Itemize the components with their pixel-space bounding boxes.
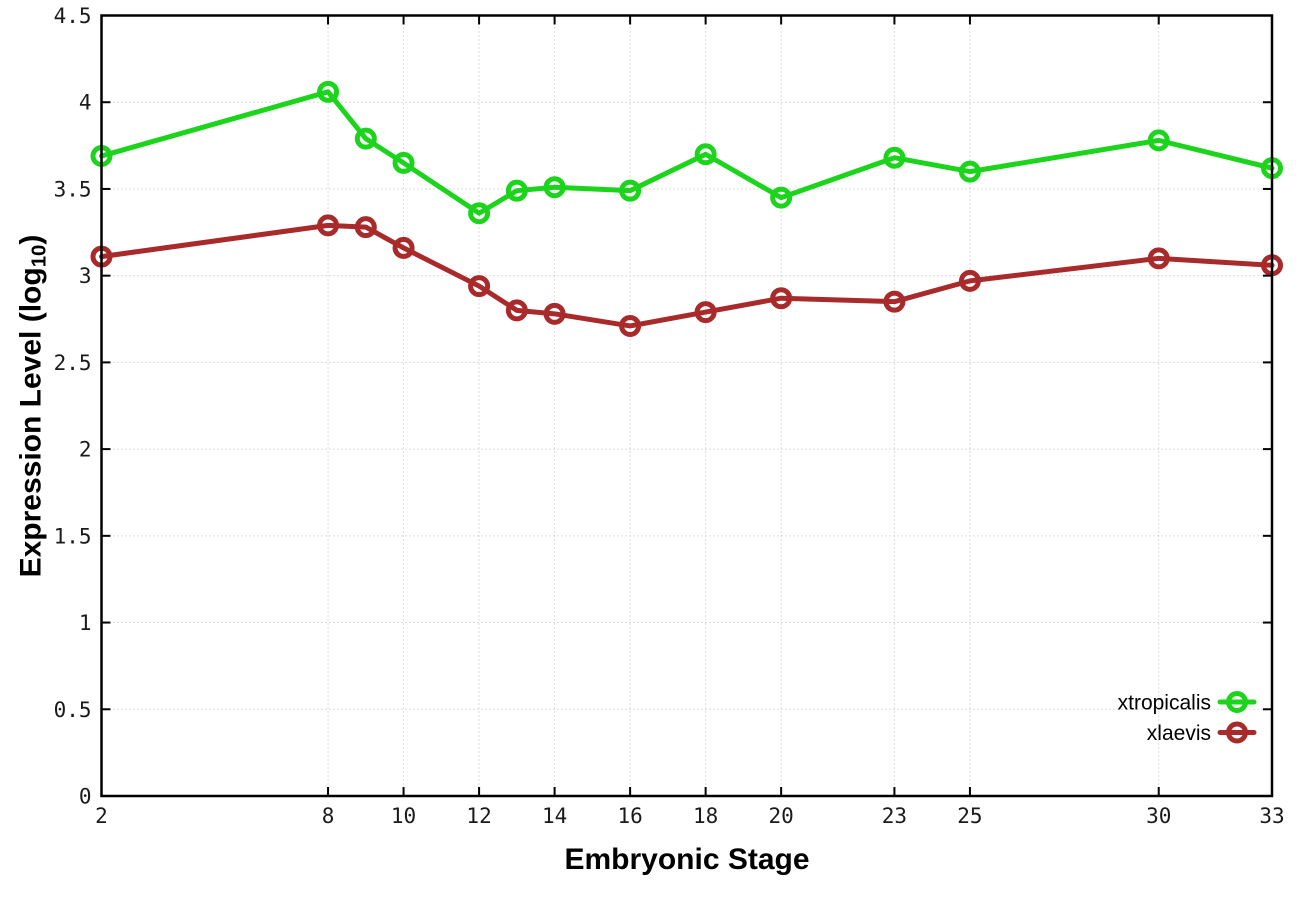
data-point-xtropicalis	[543, 176, 566, 199]
x-tick-label: 25	[957, 804, 982, 828]
x-tick-label: 18	[693, 804, 718, 828]
data-point-xtropicalis	[468, 202, 491, 225]
data-point-xlaevis	[505, 299, 528, 322]
x-tick-label: 16	[617, 804, 642, 828]
data-point-xtropicalis	[354, 127, 377, 150]
y-tick-label: 4.5	[54, 4, 92, 28]
data-point-xlaevis	[619, 314, 642, 337]
data-point-xtropicalis	[883, 146, 906, 169]
data-point-xtropicalis	[317, 80, 340, 103]
y-axis-title-close: )	[14, 234, 48, 245]
data-point-xlaevis	[883, 290, 906, 313]
data-point-xlaevis	[354, 216, 377, 239]
series-line-xtropicalis	[99, 89, 1275, 216]
data-point-xlaevis	[543, 302, 566, 325]
y-tick-label: 2	[79, 438, 92, 462]
plot-border	[100, 14, 1274, 798]
y-tick-label: 3	[79, 264, 92, 288]
y-tick-label: 3.5	[54, 177, 92, 201]
x-tick-label: 12	[466, 804, 491, 828]
y-axis-title-subscript: 10	[28, 244, 51, 268]
data-point-xlaevis	[770, 287, 793, 310]
data-point-xtropicalis	[619, 179, 642, 202]
y-tick-label: 1	[79, 611, 92, 635]
y-tick-label: 0	[79, 785, 92, 809]
data-point-xtropicalis	[505, 179, 528, 202]
legend-label-xlaevis: xlaevis	[1147, 722, 1211, 745]
y-axis-title: Expression Level (log10)	[14, 235, 51, 578]
y-axis-title-text: Expression Level (log	[14, 267, 48, 578]
data-point-xtropicalis	[770, 186, 793, 209]
x-tick-label: 8	[322, 804, 335, 828]
data-point-xtropicalis	[958, 160, 981, 183]
y-tick-label: 0.5	[54, 698, 92, 722]
x-tick-label: 2	[95, 804, 108, 828]
x-tick-label: 30	[1146, 804, 1171, 828]
data-point-xtropicalis	[694, 143, 717, 166]
data-point-xlaevis	[694, 301, 717, 324]
x-tick-label: 14	[542, 804, 567, 828]
x-axis-title: Embryonic Stage	[564, 843, 810, 876]
data-point-xtropicalis	[392, 151, 415, 174]
data-point-xlaevis	[468, 275, 491, 298]
legend-marker-xtropicalis	[1226, 691, 1248, 713]
y-tick-label: 1.5	[54, 524, 92, 548]
data-point-xlaevis	[1147, 247, 1170, 270]
y-tick-label: 4	[79, 91, 92, 115]
series-line-xlaevis	[99, 222, 1275, 329]
x-tick-label: 23	[882, 804, 907, 828]
data-point-xtropicalis	[1147, 129, 1170, 152]
legend-label-xtropicalis: xtropicalis	[1118, 692, 1211, 715]
data-point-xlaevis	[958, 269, 981, 292]
x-tick-label: 10	[391, 804, 416, 828]
y-tick-label: 2.5	[54, 351, 92, 375]
data-point-xlaevis	[317, 214, 340, 237]
data-point-xlaevis	[392, 236, 415, 259]
legend-marker-xlaevis	[1226, 721, 1248, 744]
x-tick-label: 33	[1259, 804, 1284, 828]
x-tick-label: 20	[768, 804, 793, 828]
